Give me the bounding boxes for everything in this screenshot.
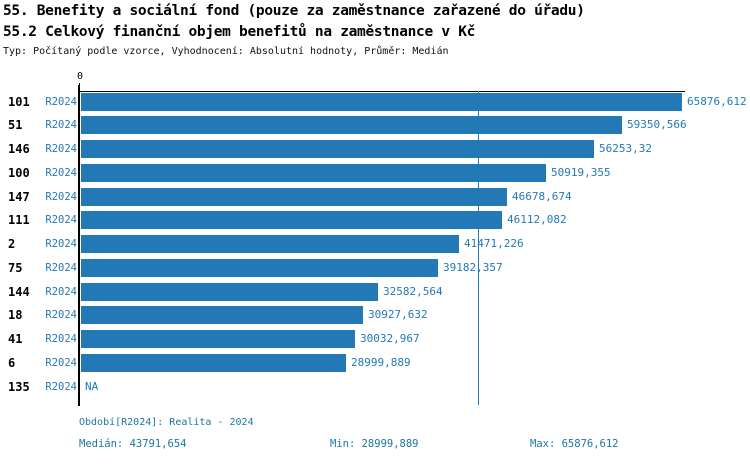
x-axis-line [79, 91, 685, 92]
bar [81, 306, 363, 325]
row-id-label: 111 [8, 213, 30, 228]
bar-value-label: 39182,357 [443, 260, 503, 274]
bar-value-label: 56253,32 [599, 142, 652, 155]
row-id-label: 75 [8, 260, 23, 275]
bar-value-label: 32582,564 [383, 284, 443, 298]
row-id-label: 135 [8, 379, 30, 394]
bar-value-label: 46678,674 [512, 189, 572, 203]
bar-value-label: 46112,082 [507, 213, 567, 227]
bar [81, 163, 546, 182]
row-period-label: R2024 [45, 380, 77, 393]
bar-value-label: 65876,612 [687, 94, 747, 108]
chart-row: 147 R2024 46678,674 [0, 187, 750, 206]
row-period-label: R2024 [45, 214, 77, 227]
row-period-label: R2024 [45, 119, 77, 132]
chart-row: 135 R2024 NA [0, 378, 750, 396]
indicator-title: 55.2 Celkový finanční objem benefitů na … [3, 24, 476, 40]
footer-period-info: Období[R2024]: Realita - 2024 [79, 417, 254, 428]
na-value-label: NA [85, 379, 99, 393]
footer-min-stat: Min: 28999,889 [330, 438, 419, 450]
row-period-label: R2024 [45, 95, 77, 108]
bar-value-label: 41471,226 [464, 237, 524, 250]
y-axis-line [78, 85, 80, 406]
row-period-label: R2024 [45, 143, 77, 155]
report-title: 55. Benefity a sociální fond (pouze za z… [3, 3, 585, 19]
row-id-label: 6 [8, 355, 16, 370]
chart-row: 101 R2024 65876,612 [0, 92, 750, 111]
bar-value-label: 28999,889 [351, 355, 411, 369]
chart-row: 146 R2024 56253,32 [0, 140, 750, 158]
row-period-label: R2024 [45, 166, 77, 179]
chart-row: 2 R2024 41471,226 [0, 235, 750, 253]
row-id-label: 147 [8, 189, 30, 204]
bar [81, 235, 459, 253]
row-period-label: R2024 [45, 190, 77, 203]
bar [81, 92, 682, 111]
footer-max-stat: Max: 65876,612 [530, 438, 619, 450]
row-id-label: 51 [8, 118, 23, 133]
row-id-label: 41 [8, 332, 23, 346]
bar [81, 140, 594, 158]
bar-value-label: 30927,632 [368, 308, 428, 322]
bar-value-label: 30032,967 [360, 332, 420, 345]
bar [81, 211, 502, 230]
row-period-label: R2024 [45, 238, 77, 250]
bar [81, 330, 355, 348]
bar-value-label: 59350,566 [627, 118, 687, 132]
bar-value-label: 50919,355 [551, 165, 611, 179]
row-period-label: R2024 [45, 333, 77, 345]
chart-row: 100 R2024 50919,355 [0, 163, 750, 182]
chart-row: 41 R2024 30032,967 [0, 330, 750, 348]
bar [81, 353, 346, 372]
chart-row: 51 R2024 59350,566 [0, 116, 750, 135]
bar [81, 187, 507, 206]
chart-row: 6 R2024 28999,889 [0, 353, 750, 372]
bar [81, 116, 622, 135]
chart-row: 144 R2024 32582,564 [0, 282, 750, 301]
chart-subtitle: Typ: Počítaný podle vzorce, Vyhodnocení:… [3, 46, 449, 57]
row-period-label: R2024 [45, 356, 77, 369]
row-id-label: 2 [8, 237, 16, 251]
chart-row: 111 R2024 46112,082 [0, 211, 750, 230]
chart-row: 18 R2024 30927,632 [0, 306, 750, 325]
x-axis-zero-tick-label: 0 [76, 71, 84, 82]
median-reference-line [478, 91, 479, 405]
chart-row: 75 R2024 39182,357 [0, 258, 750, 277]
row-period-label: R2024 [45, 285, 77, 298]
footer-median-stat: Medián: 43791,654 [79, 438, 187, 450]
bar [81, 282, 378, 301]
row-period-label: R2024 [45, 309, 77, 322]
row-id-label: 144 [8, 284, 30, 299]
bar [81, 258, 438, 277]
row-id-label: 100 [8, 165, 30, 180]
row-id-label: 146 [8, 142, 30, 156]
row-id-label: 101 [8, 94, 30, 109]
row-id-label: 18 [8, 308, 23, 323]
row-period-label: R2024 [45, 261, 77, 274]
